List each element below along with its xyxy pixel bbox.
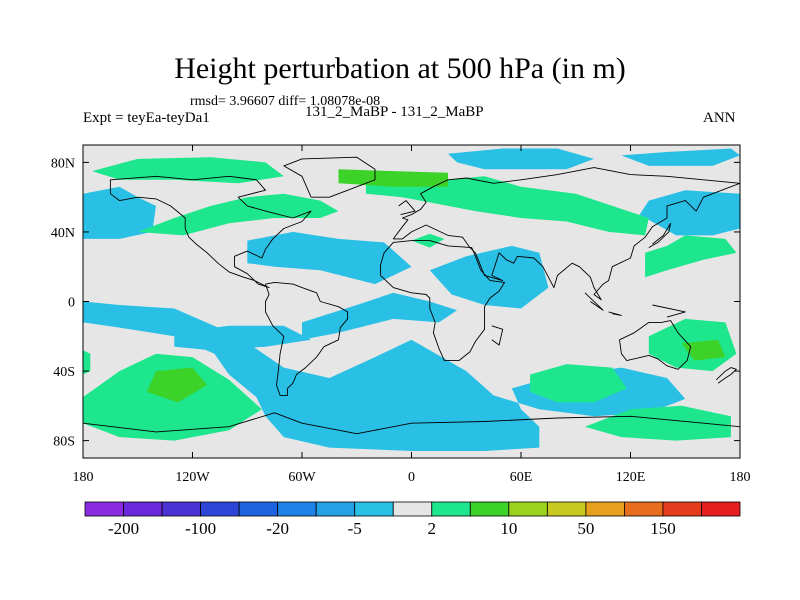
colorbar-swatch <box>200 501 240 517</box>
contour-region <box>247 231 412 285</box>
colorbar-swatch <box>84 501 124 517</box>
colorbar-swatch <box>238 501 279 517</box>
contour-region <box>584 405 731 441</box>
coastline <box>715 367 737 384</box>
contour-region <box>645 235 737 278</box>
contour-region <box>530 364 627 403</box>
coastline <box>619 320 692 370</box>
colorbar-swatch <box>392 501 433 517</box>
colorbar-label: -20 <box>266 519 289 538</box>
coastlines <box>83 156 740 435</box>
x-tick-label: 120E <box>616 470 646 485</box>
coastline <box>392 167 740 301</box>
contour-region <box>365 172 649 236</box>
chart-title: Height perturbation at 500 hPa (in m) <box>174 52 626 85</box>
contour-region <box>448 148 594 170</box>
season-label: ANN <box>703 110 736 126</box>
coastline <box>648 222 672 248</box>
x-tick-label: 180 <box>73 470 94 485</box>
colorbar-swatch <box>508 501 548 517</box>
colorbar-label: -200 <box>108 519 139 538</box>
coastline <box>265 281 349 396</box>
colorbar: -200 -100 -20 -5 2 10 50 150 <box>84 501 741 538</box>
coastline <box>652 304 686 318</box>
colorbar-swatch <box>354 501 394 517</box>
x-tick-label: 180 <box>730 470 751 485</box>
colorbar-label: 2 <box>428 519 437 538</box>
colorbar-swatch <box>315 501 356 517</box>
contour-region <box>429 245 549 309</box>
y-tick-label: 40S <box>53 365 75 380</box>
coastline <box>283 156 376 198</box>
colorbar-swatch <box>546 501 587 517</box>
contour-region <box>83 301 686 451</box>
colorbar-swatch <box>161 501 201 517</box>
colorbar-label: -100 <box>185 519 216 538</box>
colorbar-swatch <box>123 501 163 517</box>
contour-region <box>83 186 156 239</box>
colorbar-swatch <box>701 501 741 517</box>
contour-region <box>639 190 740 236</box>
coastline <box>83 412 740 435</box>
coastline <box>109 175 312 289</box>
x-tick-label: 60E <box>510 470 533 485</box>
experiment-label: Expt = teyEa-teyDa1 <box>83 110 210 126</box>
contour-region <box>338 169 448 187</box>
x-tick-label: 120W <box>175 470 210 485</box>
colorbar-label: 50 <box>577 519 594 538</box>
coastline <box>398 200 416 216</box>
colorbar-label: -5 <box>348 519 362 538</box>
contour-region <box>621 148 740 166</box>
x-tick-label: 60W <box>288 470 316 485</box>
contour-region <box>302 292 458 340</box>
colorbar-swatch <box>585 501 625 517</box>
axes: 180 120W 60W 0 60E 120E 180 80N 40N 0 40S 80S <box>51 145 751 485</box>
contour-fills <box>83 145 740 458</box>
contour-region <box>146 367 208 403</box>
colorbar-swatch <box>469 501 510 517</box>
contour-region <box>137 193 339 236</box>
contour-region <box>681 339 726 361</box>
case-label: 131_2_MaBP - 131_2_MaBP <box>305 104 484 120</box>
colorbar-swatch <box>277 501 317 517</box>
colorbar-swatch <box>624 501 664 517</box>
contour-region <box>83 350 91 375</box>
coastline <box>380 240 506 362</box>
y-tick-label: 80N <box>51 156 75 171</box>
coastline <box>491 325 504 346</box>
colorbar-label: 150 <box>650 519 676 538</box>
y-tick-label: 40N <box>51 226 75 241</box>
colorbar-swatch <box>662 501 702 517</box>
coastline <box>584 292 604 311</box>
coastline <box>608 311 622 316</box>
y-tick-label: 0 <box>68 296 75 311</box>
colorbar-swatch <box>431 501 471 517</box>
y-tick-label: 80S <box>53 435 75 450</box>
colorbar-label: 10 <box>500 519 517 538</box>
chart-subtitle: rmsd= 3.96607 diff= 1.08078e-08 <box>190 94 381 109</box>
x-tick-label: 0 <box>408 470 415 485</box>
